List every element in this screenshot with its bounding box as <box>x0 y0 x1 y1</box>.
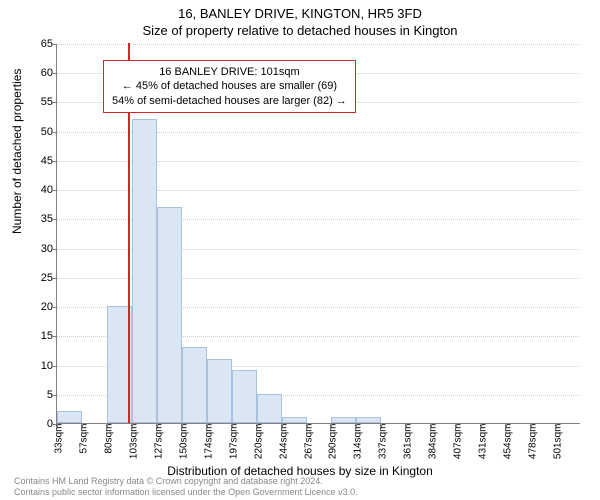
y-tick-label: 10 <box>29 360 53 372</box>
annotation-line: ← 45% of detached houses are smaller (69… <box>112 79 347 93</box>
x-tick-mark <box>257 423 258 427</box>
footer-line-1: Contains HM Land Registry data © Crown c… <box>14 476 358 487</box>
annotation-line: 54% of semi-detached houses are larger (… <box>112 94 347 108</box>
y-tick-label: 60 <box>29 67 53 79</box>
x-tick-mark <box>356 423 357 427</box>
x-tick-mark <box>531 423 532 427</box>
y-tick-label: 45 <box>29 155 53 167</box>
x-tick-mark <box>307 423 308 427</box>
y-tick-mark <box>53 132 57 133</box>
y-tick-mark <box>53 161 57 162</box>
x-tick-mark <box>157 423 158 427</box>
histogram-bar <box>356 417 381 423</box>
y-tick-mark <box>53 190 57 191</box>
histogram-bar <box>282 417 307 423</box>
annotation-line: 16 BANLEY DRIVE: 101sqm <box>112 65 347 79</box>
x-tick-mark <box>431 423 432 427</box>
y-tick-label: 50 <box>29 126 53 138</box>
chart-area: 0510152025303540455055606533sqm57sqm80sq… <box>56 44 580 424</box>
y-tick-label: 20 <box>29 301 53 313</box>
y-tick-mark <box>53 219 57 220</box>
histogram-bar <box>331 417 356 423</box>
x-tick-mark <box>282 423 283 427</box>
histogram-bar <box>132 119 157 423</box>
x-tick-mark <box>556 423 557 427</box>
x-tick-mark <box>331 423 332 427</box>
y-tick-mark <box>53 395 57 396</box>
y-tick-mark <box>53 102 57 103</box>
x-tick-mark <box>132 423 133 427</box>
y-tick-label: 55 <box>29 96 53 108</box>
histogram-bar <box>207 359 232 423</box>
x-tick-mark <box>232 423 233 427</box>
x-tick-mark <box>456 423 457 427</box>
annotation-box: 16 BANLEY DRIVE: 101sqm← 45% of detached… <box>103 60 356 113</box>
x-tick-mark <box>506 423 507 427</box>
x-tick-mark <box>82 423 83 427</box>
histogram-bar <box>257 394 282 423</box>
histogram-bar <box>57 411 82 423</box>
histogram-bar <box>157 207 182 423</box>
x-tick-mark <box>182 423 183 427</box>
histogram-bar <box>182 347 207 423</box>
footer-attribution: Contains HM Land Registry data © Crown c… <box>14 476 358 498</box>
y-tick-label: 65 <box>29 38 53 50</box>
x-tick-mark <box>207 423 208 427</box>
gridline-h <box>57 44 580 45</box>
x-tick-mark <box>406 423 407 427</box>
y-tick-mark <box>53 307 57 308</box>
y-tick-label: 25 <box>29 272 53 284</box>
y-tick-label: 40 <box>29 184 53 196</box>
y-tick-label: 30 <box>29 243 53 255</box>
y-tick-mark <box>53 73 57 74</box>
y-tick-mark <box>53 44 57 45</box>
x-tick-mark <box>381 423 382 427</box>
footer-line-2: Contains public sector information licen… <box>14 487 358 498</box>
chart-title: 16, BANLEY DRIVE, KINGTON, HR5 3FD <box>0 6 600 21</box>
x-tick-mark <box>481 423 482 427</box>
plot-region: 0510152025303540455055606533sqm57sqm80sq… <box>56 44 580 424</box>
y-tick-label: 35 <box>29 213 53 225</box>
y-tick-label: 15 <box>29 330 53 342</box>
y-tick-label: 5 <box>29 389 53 401</box>
x-tick-mark <box>107 423 108 427</box>
histogram-bar <box>232 370 257 423</box>
y-tick-label: 0 <box>29 418 53 430</box>
y-tick-mark <box>53 249 57 250</box>
title-block: 16, BANLEY DRIVE, KINGTON, HR5 3FD Size … <box>0 0 600 38</box>
y-tick-mark <box>53 366 57 367</box>
chart-subtitle: Size of property relative to detached ho… <box>0 23 600 38</box>
y-tick-mark <box>53 336 57 337</box>
y-axis-title: Number of detached properties <box>10 69 24 234</box>
x-tick-mark <box>57 423 58 427</box>
y-tick-mark <box>53 278 57 279</box>
